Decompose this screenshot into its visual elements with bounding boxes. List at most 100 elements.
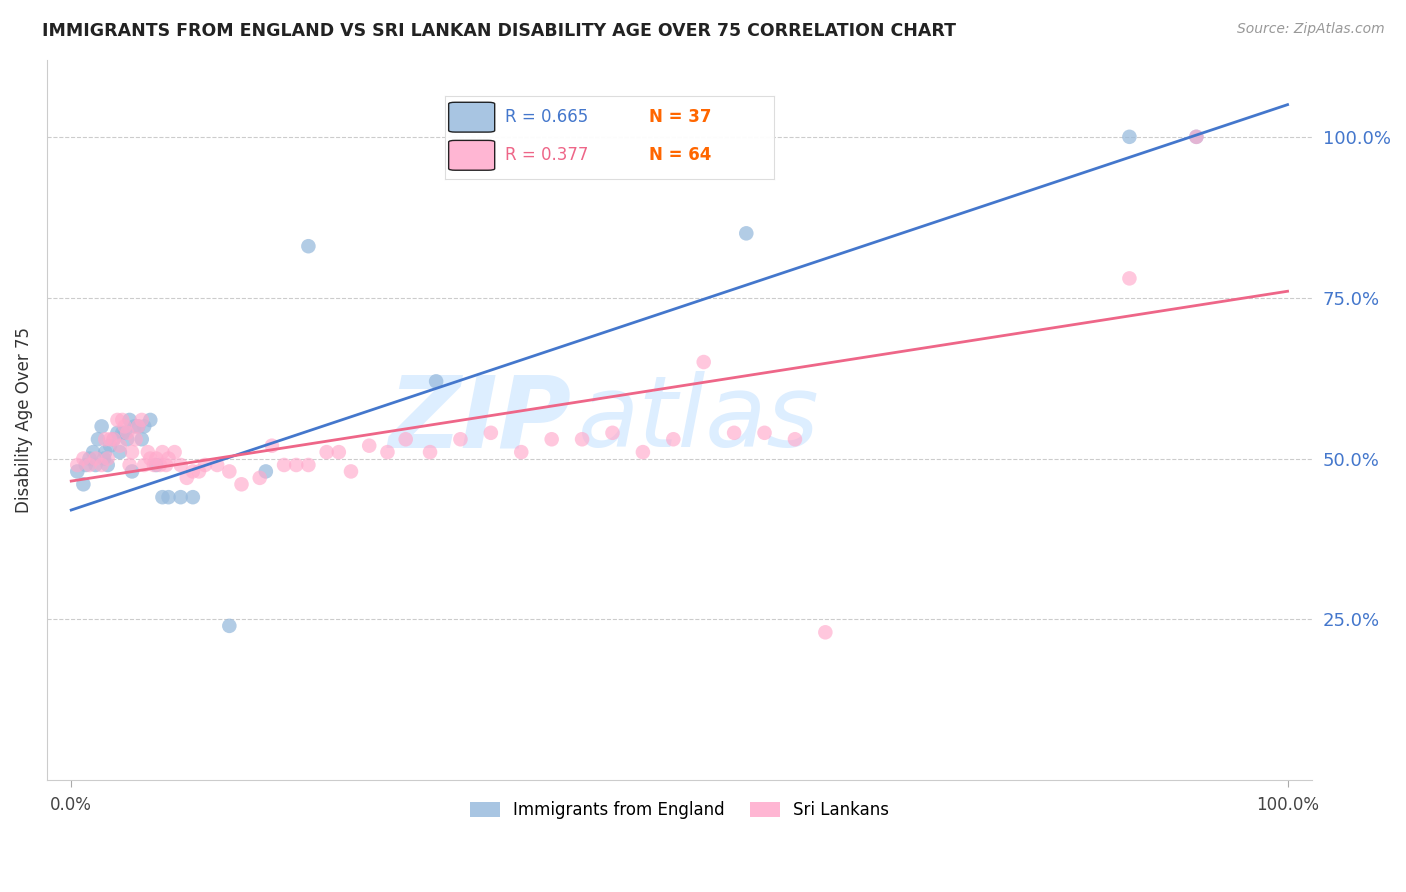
Point bbox=[124, 419, 146, 434]
Point bbox=[1185, 129, 1208, 144]
Text: ZIP: ZIP bbox=[389, 371, 572, 468]
Point bbox=[145, 451, 167, 466]
Point bbox=[315, 445, 337, 459]
Point bbox=[98, 432, 121, 446]
Point bbox=[176, 471, 198, 485]
Point bbox=[66, 465, 89, 479]
Point bbox=[662, 432, 685, 446]
Point bbox=[273, 458, 295, 472]
Point bbox=[131, 432, 153, 446]
Point bbox=[87, 432, 110, 446]
Point bbox=[571, 432, 593, 446]
Point bbox=[152, 490, 174, 504]
Point bbox=[66, 458, 89, 472]
Point bbox=[205, 458, 228, 472]
Point bbox=[735, 227, 758, 241]
Point bbox=[84, 451, 107, 466]
Point bbox=[142, 458, 165, 472]
Point bbox=[181, 465, 204, 479]
Point bbox=[170, 458, 193, 472]
Point bbox=[115, 432, 138, 446]
Point bbox=[194, 458, 217, 472]
Point bbox=[79, 458, 101, 472]
Point bbox=[145, 458, 167, 472]
Point bbox=[340, 465, 363, 479]
Point bbox=[111, 425, 134, 440]
Point bbox=[1118, 271, 1140, 285]
Point bbox=[108, 439, 131, 453]
Point bbox=[107, 425, 129, 440]
Point bbox=[419, 445, 441, 459]
Point bbox=[97, 458, 120, 472]
Text: atlas: atlas bbox=[578, 371, 820, 468]
Point bbox=[297, 458, 319, 472]
Point bbox=[449, 432, 471, 446]
Point bbox=[723, 425, 745, 440]
Point bbox=[1118, 129, 1140, 144]
Point bbox=[136, 445, 159, 459]
Point bbox=[134, 458, 156, 472]
Point bbox=[187, 465, 209, 479]
Point bbox=[754, 425, 776, 440]
Point bbox=[114, 419, 136, 434]
Point bbox=[107, 413, 129, 427]
Point bbox=[149, 458, 172, 472]
Point bbox=[297, 239, 319, 253]
Point bbox=[285, 458, 308, 472]
Point bbox=[90, 419, 112, 434]
Point bbox=[121, 445, 143, 459]
Point bbox=[260, 439, 283, 453]
Point bbox=[181, 490, 204, 504]
Point bbox=[218, 465, 240, 479]
Point bbox=[602, 425, 624, 440]
Point bbox=[249, 471, 271, 485]
Point bbox=[103, 432, 125, 446]
Point bbox=[359, 439, 381, 453]
Point bbox=[631, 445, 654, 459]
Point bbox=[114, 425, 136, 440]
Point bbox=[75, 458, 97, 472]
Point bbox=[108, 445, 131, 459]
Point bbox=[693, 355, 716, 369]
Point bbox=[98, 439, 121, 453]
Point bbox=[84, 458, 107, 472]
Point bbox=[155, 458, 177, 472]
Point bbox=[94, 445, 117, 459]
Point bbox=[94, 432, 117, 446]
Point bbox=[127, 419, 149, 434]
Point bbox=[1185, 129, 1208, 144]
Point bbox=[103, 432, 125, 446]
Point bbox=[139, 451, 162, 466]
Point bbox=[97, 451, 120, 466]
Point bbox=[134, 419, 156, 434]
Point bbox=[425, 375, 447, 389]
Point bbox=[93, 451, 115, 466]
Point bbox=[82, 445, 104, 459]
Y-axis label: Disability Age Over 75: Disability Age Over 75 bbox=[15, 327, 32, 513]
Point bbox=[540, 432, 562, 446]
Point bbox=[90, 458, 112, 472]
Point bbox=[510, 445, 533, 459]
Point bbox=[115, 425, 138, 440]
Point bbox=[163, 445, 186, 459]
Point bbox=[157, 451, 180, 466]
Point bbox=[72, 451, 94, 466]
Point bbox=[170, 490, 193, 504]
Point bbox=[118, 413, 141, 427]
Point bbox=[121, 465, 143, 479]
Point bbox=[377, 445, 399, 459]
Point bbox=[814, 625, 837, 640]
Text: IMMIGRANTS FROM ENGLAND VS SRI LANKAN DISABILITY AGE OVER 75 CORRELATION CHART: IMMIGRANTS FROM ENGLAND VS SRI LANKAN DI… bbox=[42, 22, 956, 40]
Point bbox=[479, 425, 502, 440]
Point bbox=[152, 445, 174, 459]
Point bbox=[231, 477, 253, 491]
Point bbox=[131, 413, 153, 427]
Text: Source: ZipAtlas.com: Source: ZipAtlas.com bbox=[1237, 22, 1385, 37]
Point bbox=[254, 465, 277, 479]
Point bbox=[111, 413, 134, 427]
Point bbox=[218, 619, 240, 633]
Point bbox=[395, 432, 418, 446]
Point bbox=[125, 432, 148, 446]
Point bbox=[72, 477, 94, 491]
Point bbox=[157, 490, 180, 504]
